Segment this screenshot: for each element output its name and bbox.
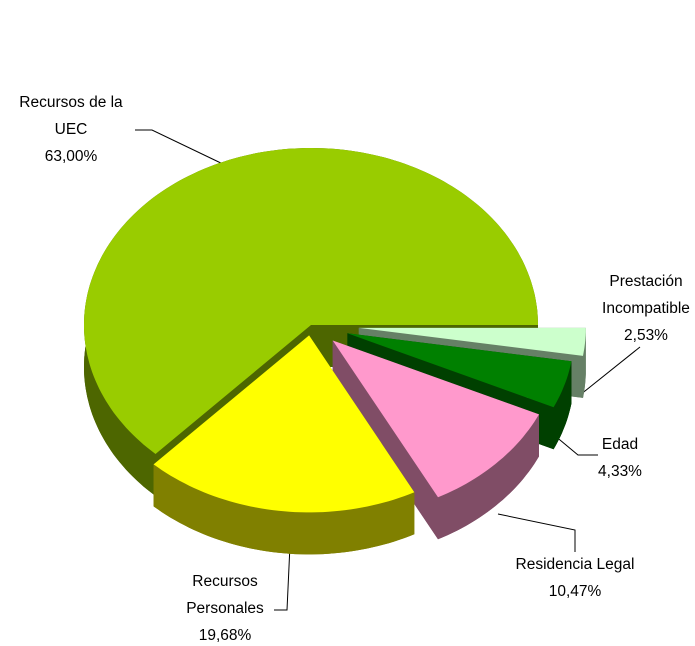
leader-line — [497, 513, 576, 552]
data-label: Edad 4,33% — [580, 431, 660, 485]
slice-top — [153, 335, 415, 513]
slice-top — [332, 340, 539, 498]
category-name: Recursos de la UEC — [19, 94, 123, 138]
data-label: Recursos de la UEC 63,00% — [9, 89, 134, 170]
slice-side — [553, 361, 572, 450]
category-name: Edad — [601, 436, 639, 453]
value-label: 2,53% — [624, 327, 668, 344]
category-name: Residencia Legal — [515, 556, 635, 573]
slice-top — [84, 148, 538, 454]
slice-side — [583, 327, 586, 398]
value-label: 10,47% — [548, 583, 602, 600]
value-label: 19,68% — [198, 627, 252, 644]
slice-side — [153, 464, 415, 555]
slice-side — [438, 414, 539, 540]
data-label: Recursos Personales 19,68% — [175, 568, 275, 646]
leader-line — [135, 129, 226, 166]
value-label: 4,33% — [598, 463, 642, 480]
leader-line — [579, 346, 641, 396]
data-label: Residencia Legal 10,47% — [495, 551, 655, 605]
slice — [153, 335, 415, 555]
leader-line — [274, 544, 291, 611]
slice-top — [347, 333, 572, 408]
value-label: 63,00% — [44, 148, 98, 165]
data-label: Prestación Incompatible 2,53% — [591, 268, 695, 349]
slice-side — [84, 148, 538, 496]
category-name: Recursos Personales — [186, 573, 264, 617]
category-name: Prestación Incompatible — [602, 273, 690, 317]
slice-top — [358, 327, 586, 356]
